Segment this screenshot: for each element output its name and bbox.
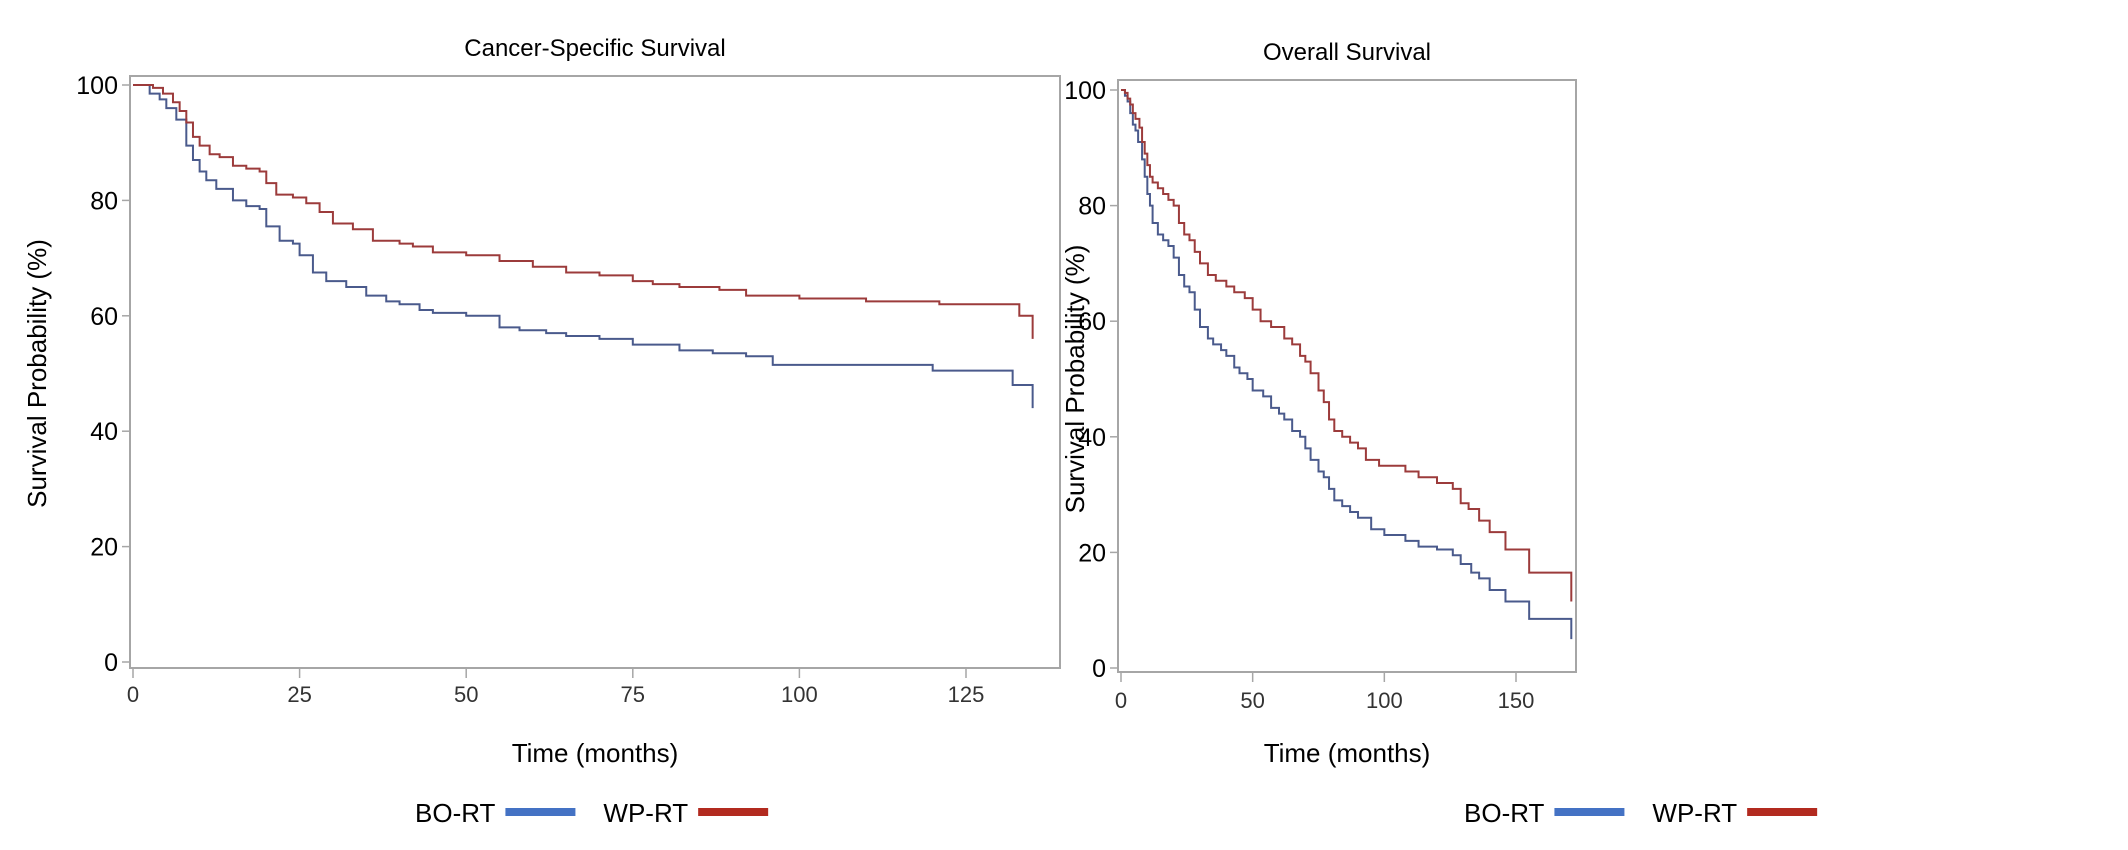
x-tick-label: 50	[1240, 688, 1264, 713]
y-tick-label: 20	[90, 534, 118, 562]
cancer-specific-survival-chart: Cancer-Specific Survival 0 20 40 60 80 100 0 25 5…	[22, 35, 1061, 828]
y-tick-label: 80	[90, 187, 118, 215]
overall-survival-chart: Overall Survival 0 20 40 60 80 100 0 50 100 150 Tim…	[1064, 39, 1818, 828]
cancer-specific-survival-panel: Cancer-Specific Survival 0 20 40 60 80 100 0 25 5…	[22, 35, 1061, 828]
y-tick-label: 60	[1078, 308, 1106, 336]
x-tick-label: 125	[948, 682, 985, 707]
x-tick-label: 75	[621, 682, 645, 707]
x-tick-label: 150	[1498, 688, 1535, 713]
legend-label-bo-rt: BO-RT	[1464, 798, 1545, 828]
survival-curve-wp-rt	[1121, 89, 1573, 602]
y-tick-label: 40	[90, 418, 118, 446]
legend-swatch-bo-rt	[1554, 808, 1625, 816]
x-axis-label: Time (months)	[1264, 738, 1431, 768]
legend-label-wp-rt: WP-RT	[1652, 798, 1737, 828]
y-tick-label: 0	[1092, 655, 1106, 683]
legend-swatch-wp-rt	[1747, 808, 1818, 816]
x-tick-label: 100	[781, 682, 818, 707]
plot-frame	[1117, 79, 1577, 673]
x-tick-label: 50	[454, 682, 478, 707]
survival-curve-wp-rt	[133, 84, 1034, 339]
x-tick-label: 100	[1366, 688, 1403, 713]
y-tick-label: 80	[1078, 193, 1106, 221]
survival-curve-bo-rt	[1121, 89, 1573, 640]
legend-label-bo-rt: BO-RT	[415, 798, 496, 828]
plot-frame	[129, 75, 1061, 669]
legend-swatch-bo-rt	[505, 808, 576, 816]
y-tick-label: 60	[90, 303, 118, 331]
y-axis-label: Survival Probability (%)	[22, 239, 52, 508]
legend-label-wp-rt: WP-RT	[603, 798, 688, 828]
chart-title: Overall Survival	[1263, 39, 1431, 66]
y-tick-label: 100	[76, 72, 118, 100]
legend-swatch-wp-rt	[698, 808, 769, 816]
y-tick-label: 100	[1064, 77, 1106, 105]
x-tick-label: 0	[1115, 688, 1127, 713]
y-axis-label: Survival Probability (%)	[1064, 245, 1090, 514]
y-tick-label: 40	[1078, 424, 1106, 452]
chart-title: Cancer-Specific Survival	[464, 35, 725, 62]
y-tick-label: 0	[104, 649, 118, 677]
x-axis-label: Time (months)	[512, 738, 679, 768]
x-tick-label: 0	[127, 682, 139, 707]
y-tick-label: 20	[1078, 539, 1106, 567]
survival-curve-bo-rt	[133, 84, 1034, 409]
overall-survival-panel: Overall Survival 0 20 40 60 80 100 0 50 100 150 Tim…	[1064, 0, 2128, 850]
x-tick-label: 25	[287, 682, 311, 707]
